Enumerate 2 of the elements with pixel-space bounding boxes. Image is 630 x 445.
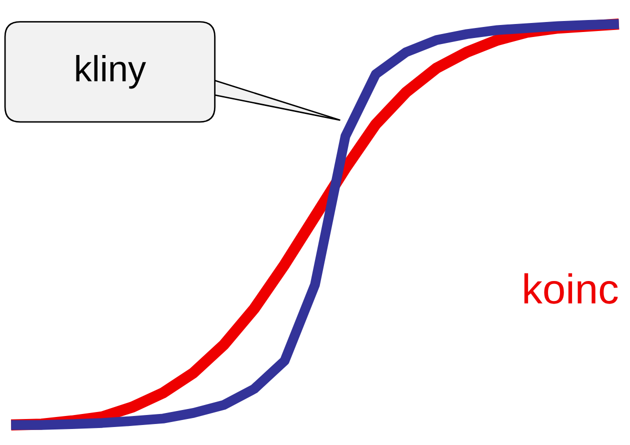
annotation: kliny xyxy=(76,55,146,89)
text: koinc xyxy=(524,273,618,304)
